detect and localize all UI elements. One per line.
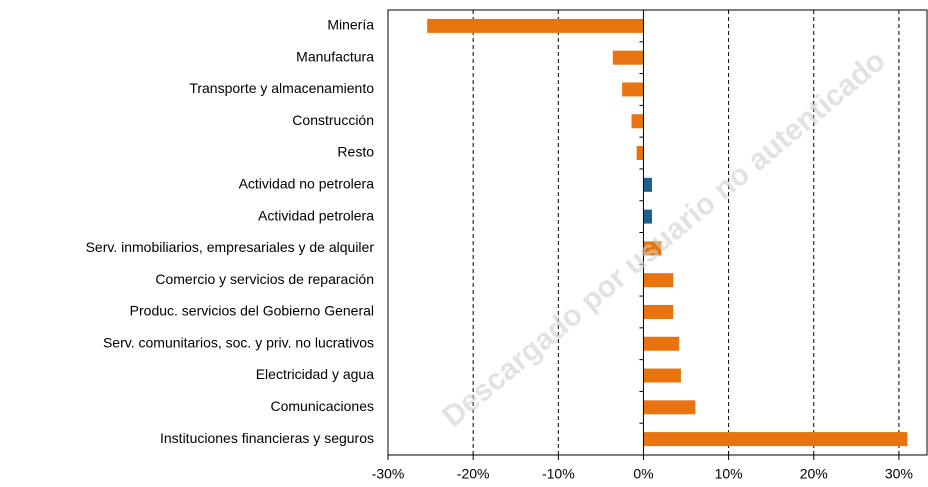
y-tick-label: Minería bbox=[327, 17, 374, 33]
bar bbox=[643, 241, 662, 256]
plot-frame bbox=[387, 9, 928, 456]
y-tick-label: Construcción bbox=[292, 112, 374, 128]
bar bbox=[643, 273, 674, 288]
bar bbox=[643, 432, 908, 447]
y-tick-label: Electricidad y agua bbox=[256, 366, 375, 382]
x-tick-label: -10% bbox=[542, 466, 575, 482]
bar bbox=[643, 336, 680, 351]
x-tick-label: 20% bbox=[800, 466, 828, 482]
bar bbox=[643, 304, 674, 319]
bar bbox=[643, 177, 652, 192]
y-tick-label: Serv. inmobiliarios, empresariales y de … bbox=[86, 239, 375, 255]
y-tick-label: Resto bbox=[337, 144, 374, 160]
y-tick-label: Instituciones financieras y seguros bbox=[160, 430, 374, 446]
y-tick-label: Serv. comunitarios, soc. y priv. no lucr… bbox=[103, 334, 374, 350]
y-tick-label: Transporte y almacenamiento bbox=[189, 80, 374, 96]
y-tick-label: Actividad no petrolera bbox=[239, 176, 375, 192]
bar bbox=[427, 18, 644, 33]
bar bbox=[643, 368, 681, 383]
y-tick-label: Comunicaciones bbox=[271, 398, 375, 414]
x-tick-label: 10% bbox=[715, 466, 743, 482]
bar bbox=[612, 50, 644, 65]
bar bbox=[631, 114, 644, 129]
x-tick-label: 30% bbox=[885, 466, 913, 482]
y-tick-label: Comercio y servicios de reparación bbox=[155, 271, 374, 287]
bar bbox=[643, 400, 696, 415]
x-tick-label: -30% bbox=[372, 466, 405, 482]
y-tick-label: Manufactura bbox=[296, 48, 374, 64]
bar bbox=[636, 146, 644, 161]
y-tick-label: Actividad petrolera bbox=[258, 207, 374, 223]
x-tick-label: -20% bbox=[457, 466, 490, 482]
bar bbox=[622, 82, 644, 97]
bar bbox=[643, 209, 652, 224]
y-tick-label: Produc. servicios del Gobierno General bbox=[130, 303, 374, 319]
x-tick-label: 0% bbox=[633, 466, 653, 482]
